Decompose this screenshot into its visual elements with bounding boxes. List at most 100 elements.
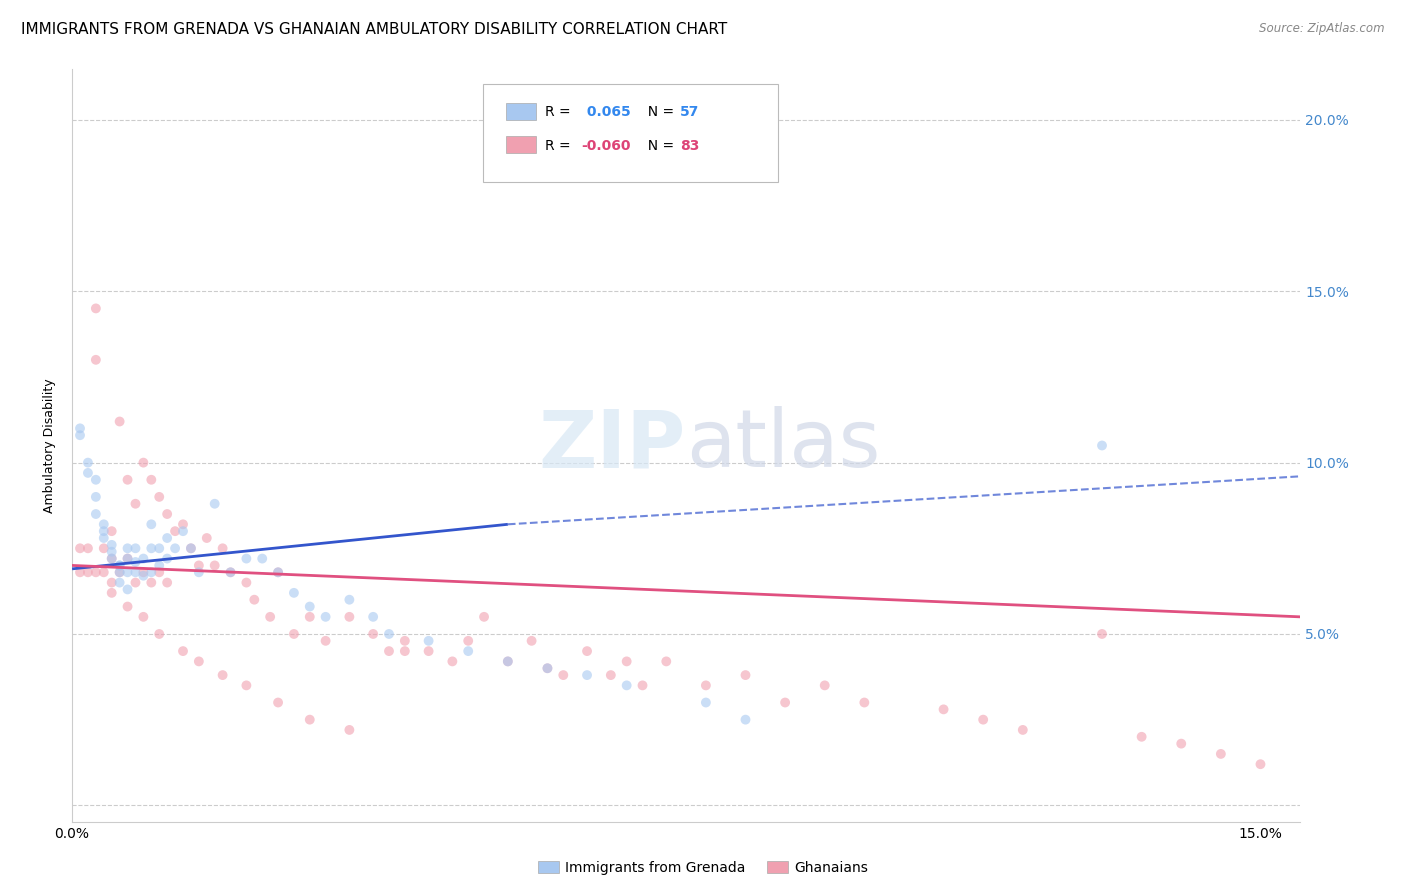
Point [108, 558, 131, 573]
Point [520, 633, 543, 648]
Point [69, 566, 91, 580]
Point [156, 551, 179, 566]
Point [187, 566, 209, 580]
Point [734, 668, 756, 682]
Point [117, 551, 139, 566]
Point [695, 696, 717, 710]
Point [259, 610, 281, 624]
Point [337, 592, 360, 607]
Text: 0.065: 0.065 [582, 105, 630, 120]
Point [553, 668, 575, 682]
Point [267, 566, 290, 580]
Point [172, 644, 194, 658]
Point [132, 551, 155, 566]
Point [84, 507, 107, 521]
Point [141, 575, 163, 590]
Point [361, 610, 384, 624]
Point [187, 654, 209, 668]
Point [496, 654, 519, 668]
Point [418, 633, 440, 648]
Point [108, 558, 131, 573]
Point [235, 575, 257, 590]
Point [235, 551, 257, 566]
FancyBboxPatch shape [506, 103, 536, 120]
Y-axis label: Ambulatory Disability: Ambulatory Disability [44, 378, 56, 513]
Text: Source: ZipAtlas.com: Source: ZipAtlas.com [1260, 22, 1385, 36]
Point [235, 678, 257, 692]
Point [211, 668, 233, 682]
Text: atlas: atlas [686, 407, 880, 484]
Point [180, 541, 202, 556]
Point [141, 517, 163, 532]
Point [1130, 730, 1153, 744]
Point [93, 517, 115, 532]
Point [124, 497, 146, 511]
Point [165, 541, 187, 556]
Text: 57: 57 [681, 105, 699, 120]
Legend: Immigrants from Grenada, Ghanaians: Immigrants from Grenada, Ghanaians [531, 855, 875, 880]
Text: 83: 83 [681, 139, 699, 153]
Point [148, 490, 170, 504]
Point [77, 541, 100, 556]
Point [219, 566, 242, 580]
Text: N =: N = [640, 105, 679, 120]
Point [267, 566, 290, 580]
Point [457, 644, 479, 658]
Point [69, 421, 91, 435]
Point [1249, 757, 1271, 772]
Point [972, 713, 994, 727]
Point [100, 586, 122, 600]
Point [315, 610, 337, 624]
Point [394, 633, 416, 648]
Point [117, 566, 139, 580]
Point [148, 541, 170, 556]
Point [576, 644, 599, 658]
Point [132, 566, 155, 580]
Point [141, 566, 163, 580]
Point [156, 575, 179, 590]
Point [100, 524, 122, 538]
Point [84, 490, 107, 504]
Point [394, 644, 416, 658]
Point [84, 301, 107, 316]
Point [93, 524, 115, 538]
Point [93, 566, 115, 580]
Point [337, 610, 360, 624]
Point [100, 538, 122, 552]
Point [695, 678, 717, 692]
Point [172, 517, 194, 532]
Point [361, 627, 384, 641]
Point [204, 558, 226, 573]
Point [378, 627, 401, 641]
Point [655, 654, 678, 668]
FancyBboxPatch shape [484, 84, 778, 182]
Point [84, 566, 107, 580]
Point [616, 654, 638, 668]
Point [1091, 627, 1114, 641]
Text: R =: R = [546, 105, 575, 120]
Point [631, 678, 654, 692]
Point [932, 702, 955, 716]
Point [148, 627, 170, 641]
Point [298, 713, 321, 727]
Point [124, 541, 146, 556]
Point [117, 541, 139, 556]
Point [219, 566, 242, 580]
Point [599, 668, 621, 682]
Text: -0.060: -0.060 [582, 139, 631, 153]
Point [180, 541, 202, 556]
Point [77, 466, 100, 480]
Point [69, 541, 91, 556]
Point [243, 592, 266, 607]
Point [108, 575, 131, 590]
Point [141, 473, 163, 487]
Point [267, 696, 290, 710]
Point [204, 497, 226, 511]
Point [172, 524, 194, 538]
Point [337, 723, 360, 737]
Point [616, 678, 638, 692]
Point [93, 541, 115, 556]
Point [100, 545, 122, 559]
Point [165, 524, 187, 538]
FancyBboxPatch shape [506, 136, 536, 153]
